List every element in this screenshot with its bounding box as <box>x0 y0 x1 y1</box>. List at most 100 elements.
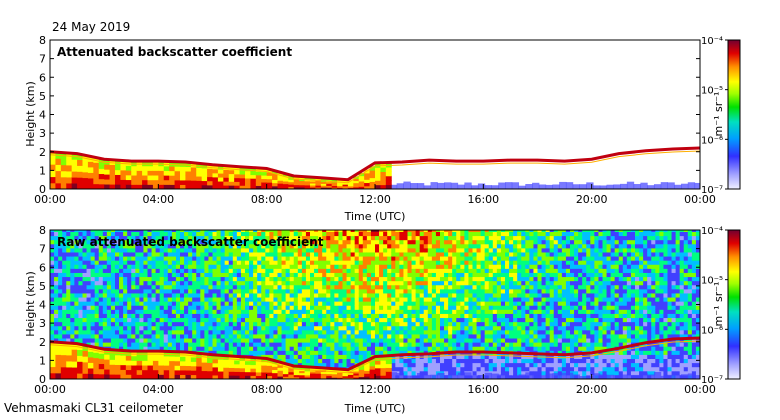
heatmap-cell <box>269 301 274 306</box>
heatmap-cell <box>488 288 494 294</box>
aerosol-cell <box>131 165 138 171</box>
heatmap-cell <box>54 301 59 306</box>
aerosol-cell <box>60 176 67 184</box>
heatmap-cell <box>435 292 441 298</box>
heatmap-cell <box>379 280 384 286</box>
heatmap-cell <box>90 230 96 232</box>
aerosol-cell <box>239 166 246 171</box>
heatmap-cell <box>537 338 543 343</box>
heatmap-cell <box>513 264 518 269</box>
heatmap-cell <box>131 230 136 232</box>
heatmap-cell <box>70 325 75 331</box>
heatmap-cell <box>269 350 274 355</box>
heatmap-cell <box>310 272 315 278</box>
aerosol-cell <box>315 185 322 188</box>
heatmap-cell <box>167 288 173 294</box>
heatmap-cell <box>285 280 291 286</box>
heatmap-cell <box>358 346 364 351</box>
heatmap-cell <box>529 313 534 319</box>
heatmap-cell <box>188 333 193 339</box>
heatmap-cell <box>383 333 388 339</box>
heatmap-cell <box>94 292 100 298</box>
heatmap-cell <box>171 243 177 249</box>
heatmap-cell <box>110 276 116 282</box>
heatmap-cell <box>431 321 437 327</box>
heatmap-cell <box>167 247 173 253</box>
heatmap-cell <box>375 235 380 241</box>
heatmap-cell <box>139 338 144 343</box>
heatmap-cell <box>50 251 55 257</box>
heatmap-cell <box>500 313 506 319</box>
heatmap-cell <box>58 268 63 273</box>
heatmap-cell <box>131 292 136 298</box>
heatmap-cell <box>460 235 465 241</box>
heatmap-cell <box>305 346 311 351</box>
heatmap-cell <box>521 342 526 347</box>
heatmap-cell <box>350 313 356 319</box>
heatmap-cell <box>366 321 372 327</box>
heatmap-cell <box>240 338 246 343</box>
heatmap-cell <box>196 251 201 257</box>
heatmap-cell <box>184 243 189 249</box>
heatmap-cell <box>127 260 132 265</box>
heatmap-cell <box>115 333 120 339</box>
heatmap-cell <box>448 325 453 331</box>
heatmap-cell <box>192 305 197 310</box>
heatmap-cell <box>265 235 270 241</box>
heatmap-cell <box>204 239 209 245</box>
heatmap-cell <box>354 284 360 290</box>
heatmap-cell <box>277 354 283 360</box>
heatmap-cell <box>245 239 250 245</box>
heatmap-cell <box>310 305 315 310</box>
heatmap-cell <box>407 346 413 351</box>
aerosol-cell <box>342 182 349 185</box>
heatmap-cell <box>492 239 498 245</box>
haze-band <box>437 182 445 189</box>
heatmap-cell <box>427 235 433 241</box>
heatmap-cell <box>163 321 169 327</box>
heatmap-cell <box>521 362 526 368</box>
heatmap-cell <box>143 231 148 237</box>
heatmap-cell <box>139 280 144 286</box>
heatmap-cell <box>305 292 311 298</box>
heatmap-cell <box>297 260 303 265</box>
heatmap-cell <box>240 272 246 278</box>
heatmap-cell <box>102 231 108 237</box>
heatmap-cell <box>167 333 173 339</box>
heatmap-cell <box>143 268 148 273</box>
heatmap-cell <box>370 272 376 278</box>
heatmap-cell <box>517 264 522 269</box>
heatmap-cell <box>192 313 197 319</box>
heatmap-cell <box>342 280 348 286</box>
heatmap-cell <box>460 247 465 253</box>
heatmap-cell <box>395 325 400 331</box>
heatmap-cell <box>399 329 404 335</box>
heatmap-cell <box>50 301 55 306</box>
aerosol-cell <box>250 170 257 176</box>
heatmap-cell <box>435 329 441 335</box>
heatmap-cell <box>171 292 177 298</box>
heatmap-cell <box>521 366 526 372</box>
heatmap-cell <box>362 272 368 278</box>
colorbar-tick-label: 10⁻⁵ <box>701 86 723 97</box>
heatmap-cell <box>155 288 161 294</box>
heatmap-cell <box>301 280 307 286</box>
heatmap-cell <box>431 231 437 237</box>
heatmap-cell <box>78 292 83 298</box>
heatmap-cell <box>423 346 429 351</box>
heatmap-cell <box>265 251 270 257</box>
aerosol-cell <box>385 180 392 186</box>
heatmap-cell <box>106 342 112 347</box>
heatmap-cell <box>184 338 189 343</box>
heatmap-cell <box>399 272 404 278</box>
heatmap-cell <box>269 284 274 290</box>
aerosol-cell <box>131 179 138 185</box>
heatmap-cell <box>184 317 189 323</box>
heatmap-cell <box>180 280 185 286</box>
heatmap-cell <box>249 230 254 232</box>
heatmap-cell <box>427 366 433 372</box>
heatmap-cell <box>488 268 494 273</box>
heatmap-cell <box>106 260 112 265</box>
heatmap-cell <box>200 239 205 245</box>
heatmap-cell <box>391 342 396 347</box>
